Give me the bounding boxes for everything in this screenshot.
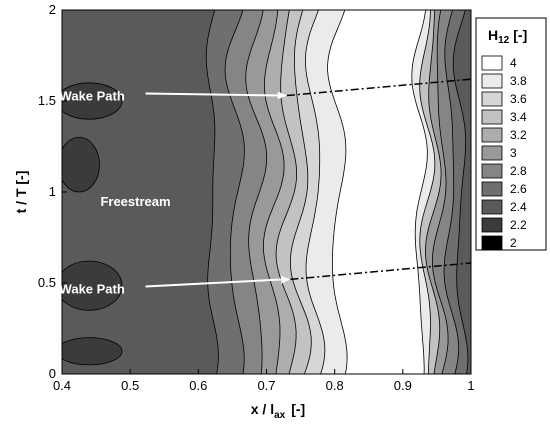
legend: H12 [-] 4 3.8 3.6 3.4 3.2 3 2.8 2.6 2.4 2.2 2 <box>475 17 547 251</box>
contour-line <box>424 10 442 374</box>
y-tick-label: 0.5 <box>38 275 56 290</box>
contour-line <box>245 10 268 374</box>
contour-line <box>419 10 436 374</box>
legend-title-unit: [-] <box>513 27 527 43</box>
legend-swatch <box>481 55 503 71</box>
legend-items: 4 3.8 3.6 3.4 3.2 3 2.8 2.6 2.4 2.2 2 <box>481 55 527 251</box>
y-axis-ticks: 0 0.5 1 1.5 2 <box>38 2 67 381</box>
legend-level-label: 2.4 <box>510 200 527 214</box>
legend-swatch <box>481 109 503 125</box>
contour-line <box>327 10 348 374</box>
y-tick-label: 1 <box>49 184 56 199</box>
legend-level-label: 2.8 <box>510 164 527 178</box>
x-axis-ticks: 0.4 0.5 0.6 0.7 0.8 0.9 1 <box>53 369 475 393</box>
contour-band-3.8 <box>411 10 435 374</box>
legend-title-sub: 12 <box>498 35 510 46</box>
contour-band-2.4 <box>453 10 471 374</box>
legend-level-label: 3.4 <box>510 110 527 124</box>
dark-pocket <box>62 137 100 193</box>
y-tick-label: 0 <box>49 366 56 381</box>
legend-level-label: 3.8 <box>510 74 527 88</box>
legend-title-main: H <box>488 27 498 43</box>
legend-swatch <box>481 163 503 179</box>
annotation-label: Freestream <box>100 194 170 209</box>
contour-band-3.4 <box>276 10 312 374</box>
contour-band-3.8 <box>305 10 348 374</box>
x-tick-label: 0.8 <box>326 378 344 393</box>
x-axis-label-unit: [-] <box>291 401 305 417</box>
annotation-arrow-shaft <box>145 278 285 288</box>
contour-line <box>205 10 219 374</box>
contour-band-4 <box>327 10 428 374</box>
contour-band-3 <box>245 10 285 374</box>
contour-band-2.8 <box>432 10 459 374</box>
contour-band-2.4 <box>62 10 219 374</box>
dark-pocket <box>62 82 123 120</box>
legend-swatch <box>481 127 503 143</box>
dark-pockets <box>62 82 123 366</box>
contour-lines <box>205 10 469 374</box>
x-tick-label: 1 <box>467 378 474 393</box>
dark-pocket <box>62 260 123 311</box>
legend-level-label: 2.6 <box>510 182 527 196</box>
legend-swatch <box>481 181 503 197</box>
legend-level-label: 2 <box>510 236 517 250</box>
annotations: Wake Path Freestream Wake Path <box>60 89 291 296</box>
contour-band-3.6 <box>290 10 325 374</box>
legend-level-label: 3 <box>510 146 517 160</box>
x-tick-label: 0.7 <box>257 378 275 393</box>
contour-band-3.2 <box>263 10 297 374</box>
contour-line <box>224 10 245 374</box>
legend-swatch <box>481 73 503 89</box>
contour-line <box>289 10 312 374</box>
annotation-label: Wake Path <box>60 281 125 296</box>
legend-level-label: 3.6 <box>510 92 527 106</box>
x-tick-label: 0.9 <box>394 378 412 393</box>
contour-line <box>305 10 326 374</box>
contour-band-2.8 <box>225 10 267 374</box>
contour-line <box>431 10 449 374</box>
legend-swatch <box>481 145 503 161</box>
legend-title: H12 [-] <box>488 27 527 46</box>
contour-band-2.6 <box>444 10 468 374</box>
annotation-label: Wake Path <box>60 89 125 104</box>
legend-swatch <box>481 91 503 107</box>
x-tick-label: 0.5 <box>121 378 139 393</box>
contour-line <box>262 10 285 374</box>
contour-line <box>443 10 460 374</box>
contour-line <box>411 10 428 374</box>
y-tick-label: 1.5 <box>38 93 56 108</box>
contour-line <box>275 10 298 374</box>
legend-level-label: 2.2 <box>510 218 527 232</box>
annotation-arrow-head <box>280 275 291 284</box>
legend-swatch <box>481 235 503 251</box>
wake-lines <box>286 78 471 281</box>
y-tick-label: 2 <box>49 2 56 17</box>
x-axis-label-sub: ax <box>274 410 286 421</box>
dark-pocket <box>62 337 123 366</box>
contour-line <box>452 10 469 374</box>
legend-level-label: 4 <box>510 56 517 70</box>
plot-area <box>62 10 471 374</box>
annotation-arrow-head <box>277 91 287 100</box>
wake-path-line <box>290 262 471 281</box>
x-tick-label: 0.4 <box>53 378 71 393</box>
wake-path-line <box>286 78 471 97</box>
legend-level-label: 3.2 <box>510 128 527 142</box>
legend-swatch <box>481 199 503 215</box>
x-tick-label: 0.6 <box>189 378 207 393</box>
x-axis-label-main: x / l <box>251 401 274 417</box>
x-axis-label: x / lax [-] <box>251 401 305 421</box>
annotation-arrow-shaft <box>145 92 281 97</box>
legend-swatch <box>481 217 503 233</box>
y-axis-label: t / T [-] <box>13 171 29 214</box>
